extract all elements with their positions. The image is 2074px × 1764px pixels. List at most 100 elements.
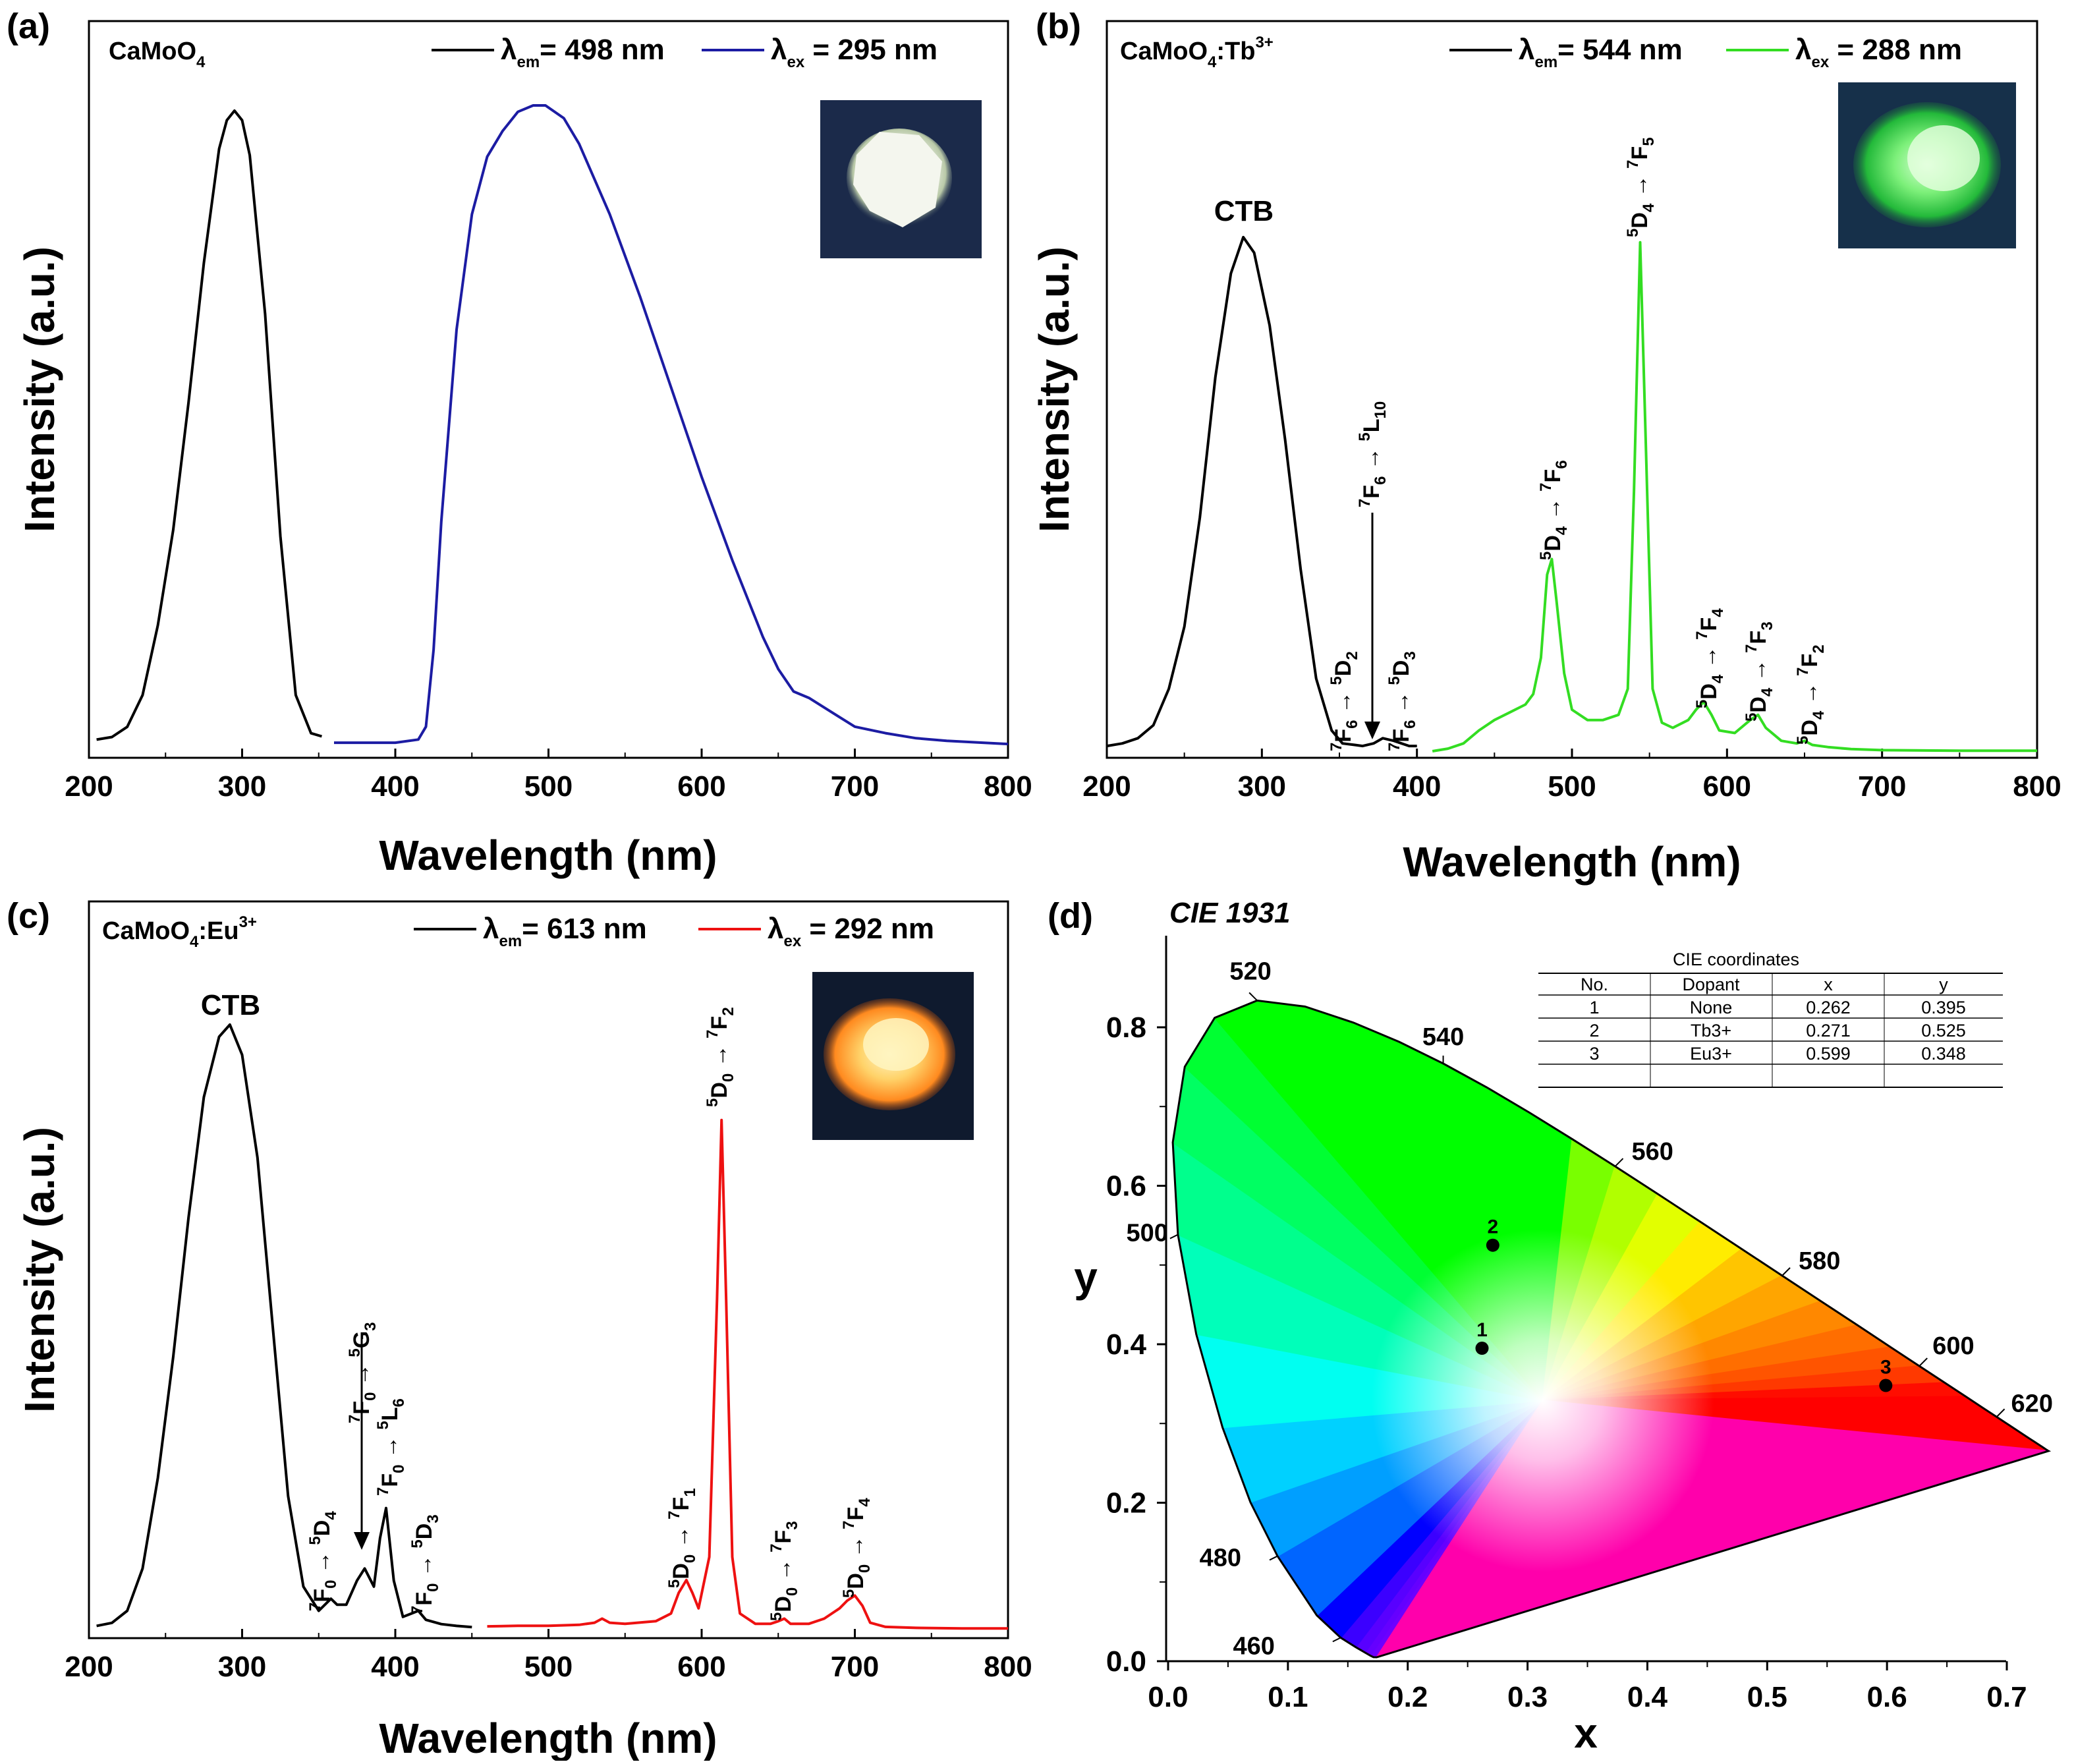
trans-7F6-5D2: 7F6 → 5D2 xyxy=(1328,651,1361,751)
panel-c-x-ticks: 200 300 400 500 600 700 800 xyxy=(65,1629,1032,1683)
cie-x-label: x xyxy=(1574,1709,1598,1757)
x-tick-label: 700 xyxy=(1858,770,1906,803)
cie-wl-label-540: 540 xyxy=(1422,1023,1464,1051)
cie-points: 1 2 3 xyxy=(1475,1216,1893,1392)
legend-ex-label: λex = 288 nm xyxy=(1795,34,1962,71)
cie-th-x: x xyxy=(1824,975,1833,994)
trans-5D0-7F4: 5D0 → 7F4 xyxy=(840,1498,874,1598)
cie-r3-dopant: Eu3+ xyxy=(1690,1044,1732,1064)
cie-r3-y: 0.348 xyxy=(1921,1044,1966,1064)
panel-c-sample-photo xyxy=(812,972,974,1140)
trans-5D4-7F4: 5D4 → 7F4 xyxy=(1693,608,1727,708)
series-emission-ex xyxy=(487,1118,1008,1630)
x-tick-label: 800 xyxy=(984,1651,1032,1683)
cie-point-label: 3 xyxy=(1880,1357,1892,1379)
panel-a-x-ticks: 200 300 400 500 600 700 800 xyxy=(65,749,1032,803)
cie-wl-label-520: 520 xyxy=(1229,957,1271,985)
cie-color-fill xyxy=(1173,1000,2049,1657)
cie-x-tick-label: 0.7 xyxy=(1986,1681,2027,1713)
x-tick-label: 500 xyxy=(524,770,573,803)
trans-7F0-5L6: 7F0 → 5L6 xyxy=(374,1398,408,1496)
cie-r3-no: 3 xyxy=(1589,1044,1599,1064)
cie-r2-no: 2 xyxy=(1589,1021,1599,1040)
series-excitation-monitor-em xyxy=(96,109,322,741)
cie-point-1 xyxy=(1475,1342,1489,1355)
panel-c: (c) CaMoO4:Eu3+ λem= 613 nm λex = 292 nm… xyxy=(7,896,1032,1762)
cie-point-label: 2 xyxy=(1487,1216,1498,1238)
cie-wl-label-600: 600 xyxy=(1932,1332,1974,1360)
x-tick-label: 200 xyxy=(65,770,113,803)
series-excitation-monitor-em xyxy=(96,1023,472,1629)
panel-c-curves xyxy=(96,1023,1008,1630)
cie-th-y: y xyxy=(1939,975,1948,994)
panel-a-sample: CaMoO4 xyxy=(109,38,206,71)
cie-wl-tick xyxy=(1269,1555,1278,1561)
cie-r1-x: 0.262 xyxy=(1806,998,1851,1017)
cie-point-3 xyxy=(1879,1379,1893,1392)
panel-b-legend: λem= 544 nm λex = 288 nm xyxy=(1449,34,1962,71)
cie-diagram xyxy=(1171,999,2052,1659)
trans-5D4-7F3: 5D4 → 7F3 xyxy=(1743,621,1776,722)
x-tick-label: 800 xyxy=(984,770,1032,803)
cie-wl-label-500: 500 xyxy=(1127,1220,1168,1247)
cie-wl-tick xyxy=(1332,1637,1341,1643)
cie-x-tick-label: 0.3 xyxy=(1507,1681,1548,1713)
panel-b-sample-photo xyxy=(1838,82,2016,248)
cie-y-label: y xyxy=(1074,1253,1098,1301)
cie-x-tick-label: 0.0 xyxy=(1148,1681,1188,1713)
panel-b-x-label: Wavelength (nm) xyxy=(1403,838,1741,886)
x-tick-label: 500 xyxy=(524,1651,573,1683)
cie-th-dopant: Dopant xyxy=(1682,975,1740,994)
panel-b-transition-labels: 7F6 → 5D2 7F6 → 5L10 7F6 → 5D3 5D4 → 7F6… xyxy=(1328,137,1828,751)
trans-5D0-7F3: 5D0 → 7F3 xyxy=(768,1521,801,1621)
trans-5D4-7F6: 5D4 → 7F6 xyxy=(1537,460,1571,560)
panel-d-letter: (d) xyxy=(1048,896,1093,936)
cie-r1-dopant: None xyxy=(1690,998,1733,1017)
cie-x-tick-label: 0.5 xyxy=(1747,1681,1787,1713)
x-tick-label: 600 xyxy=(1703,770,1751,803)
cie-y-tick-label: 0.2 xyxy=(1106,1487,1146,1520)
cie-wavelength-labels: 460 480 500 520 540 560 580 600 620 xyxy=(1127,957,2053,1660)
trans-5D4-7F5: 5D4 → 7F5 xyxy=(1624,137,1658,237)
series-emission-ex xyxy=(334,104,1009,746)
x-tick-label: 400 xyxy=(1393,770,1441,803)
panel-c-letter: (c) xyxy=(7,896,50,936)
legend-em-label: λem= 544 nm xyxy=(1519,34,1683,71)
cie-r1-no: 1 xyxy=(1589,998,1599,1017)
panel-a-curves xyxy=(96,104,1009,746)
trans-7F6-5D3: 7F6 → 5D3 xyxy=(1386,651,1419,751)
legend-ex-label: λex = 292 nm xyxy=(768,913,934,950)
panel-c-y-label: Intensity (a.u.) xyxy=(16,1127,63,1413)
cie-wl-label-620: 620 xyxy=(2011,1390,2053,1417)
x-tick-label: 700 xyxy=(831,770,879,803)
x-tick-label: 300 xyxy=(1238,770,1286,803)
panel-b-arrowhead xyxy=(1364,722,1380,739)
series-excitation-monitor-em xyxy=(1106,235,1417,748)
cie-x-tick-label: 0.2 xyxy=(1387,1681,1428,1713)
x-tick-label: 600 xyxy=(677,770,725,803)
panel-c-ctb-label: CTB xyxy=(201,989,260,1021)
panel-a: (a) CaMoO4 λem= 498 nm λex = 295 nm 200 3… xyxy=(7,7,1032,879)
panel-c-sample: CaMoO4:Eu3+ xyxy=(102,913,257,951)
spectral-locus xyxy=(1171,999,2052,1659)
cie-y-tick-label: 0.0 xyxy=(1106,1645,1146,1678)
x-tick-label: 700 xyxy=(831,1651,879,1683)
cie-table-title: CIE coordinates xyxy=(1673,950,1799,969)
cie-x-tick-label: 0.6 xyxy=(1867,1681,1907,1713)
panel-a-sample-photo xyxy=(820,100,982,258)
trans-7F0-5D4: 7F0 → 5D4 xyxy=(306,1511,340,1611)
x-tick-label: 400 xyxy=(371,770,419,803)
panel-c-x-label: Wavelength (nm) xyxy=(379,1715,717,1761)
cie-wl-label-460: 460 xyxy=(1233,1632,1274,1660)
trans-5D4-7F2: 5D4 → 7F2 xyxy=(1794,644,1828,745)
cie-wl-tick xyxy=(1781,1267,1791,1276)
cie-ticks: 0.0 0.1 0.2 0.3 0.4 0.5 0.6 0.7 0.0 0.2 0.4 0.6 0.8 xyxy=(1106,1011,2027,1713)
cie-x-tick-label: 0.4 xyxy=(1627,1681,1668,1713)
x-tick-label: 500 xyxy=(1548,770,1596,803)
cie-r2-y: 0.525 xyxy=(1921,1021,1966,1040)
x-tick-label: 300 xyxy=(218,1651,266,1683)
cie-wl-tick xyxy=(1248,992,1258,1002)
series-emission-ex xyxy=(1432,241,2037,753)
